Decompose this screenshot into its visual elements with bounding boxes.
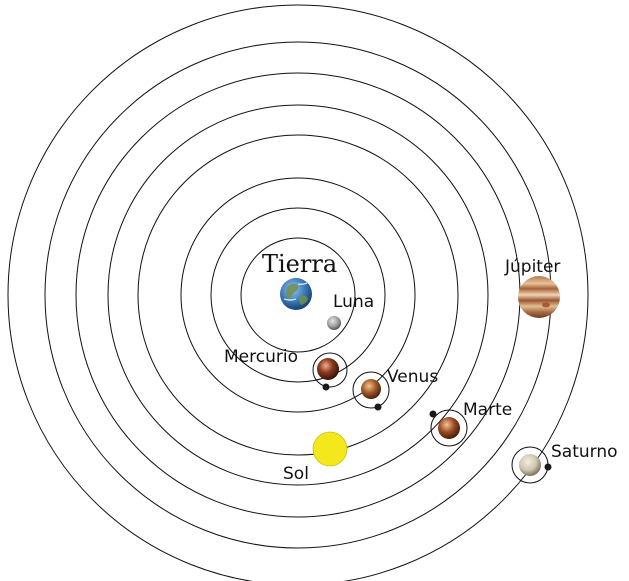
orbit-luna: [240, 237, 356, 353]
saturn-epicycle-dot: [544, 463, 552, 471]
epicycle-venus: [352, 371, 390, 409]
moon-icon: [327, 316, 341, 330]
label-mercurio: Mercurio: [224, 347, 298, 367]
mercury-icon: [317, 358, 339, 380]
venus-group: [352, 371, 390, 411]
epicycle-marte: [430, 409, 468, 447]
orbit-venus: [180, 177, 416, 413]
label-venus: Venus: [387, 367, 438, 387]
jupiter-group: [518, 276, 560, 318]
venus-epicycle-dot: [374, 403, 382, 411]
venus-icon: [361, 379, 381, 399]
mercury-epicycle-dot: [322, 383, 330, 391]
label-sol: Sol: [283, 464, 309, 484]
label-saturno: Saturno: [551, 442, 618, 462]
mercury-group: [312, 352, 348, 391]
label-luna: Luna: [333, 292, 374, 312]
jupiter-icon: [518, 276, 560, 318]
earth: [280, 278, 312, 310]
earth-globe-icon: [280, 278, 312, 310]
sun-icon: [312, 431, 348, 467]
mars-group: [429, 409, 468, 447]
epicycle-mercurio: [312, 352, 348, 388]
orbit-mercurio: [210, 207, 386, 383]
label-marte: Marte: [463, 400, 512, 420]
jupiter-spot-shape: [542, 302, 550, 308]
mars-epicycle-dot: [429, 410, 437, 418]
earth-cloud-shape: [283, 282, 308, 301]
orbit-sol: [137, 134, 459, 456]
earth-land-shape: [286, 283, 308, 305]
orbit-outer: [7, 4, 589, 581]
saturn-group: [511, 446, 552, 484]
orbit-marte: [107, 104, 489, 486]
label-tierra: Tierra: [262, 250, 337, 278]
label-jupiter: Júpiter: [504, 257, 560, 277]
mars-icon: [438, 417, 460, 439]
saturn-icon: [519, 454, 541, 476]
